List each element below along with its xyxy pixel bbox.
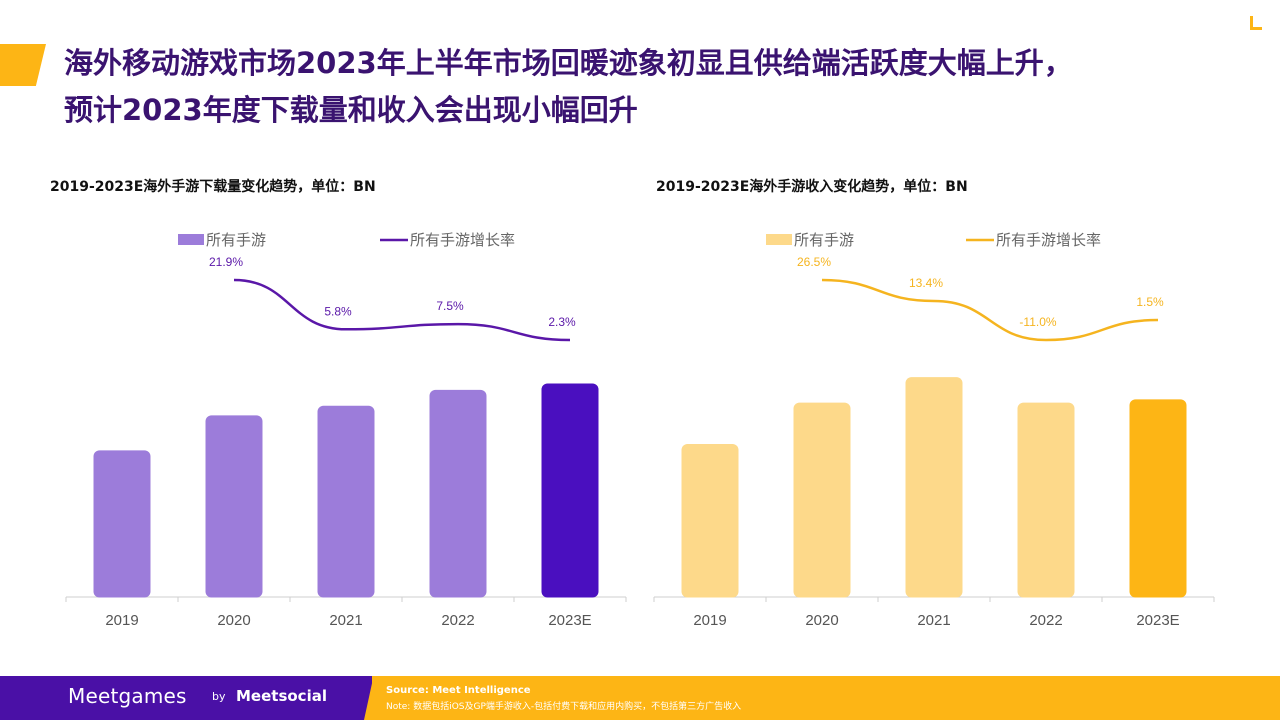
downloads-chart: 2019 2020 2021 2022 2023E 21.9% 5.8% 7.5% 2.3% 所有… — [65, 231, 627, 629]
x-tick-label: 2019 — [105, 612, 138, 629]
x-tick-label: 2022 — [1029, 612, 1062, 629]
left-chart-title: 2019-2023E海外手游下载量变化趋势，单位：BN — [50, 179, 376, 195]
bar-2019 — [681, 444, 739, 598]
growth-rate-label: -11.0% — [1019, 315, 1056, 329]
legend-bar-label: 所有手游 — [794, 231, 854, 249]
footer: Meetgames by Meetsocial Source: Meet Int… — [0, 676, 1280, 720]
title-accent-bar — [0, 44, 46, 86]
note-text: Note: 数据包括iOS及GP端手游收入-包括付费下载和应用内购买，不包括第三… — [386, 702, 742, 712]
bar-2023E — [541, 383, 599, 598]
growth-rate-line — [821, 278, 1159, 342]
legend-bar-swatch — [178, 234, 204, 245]
revenue-chart: 2019 2020 2021 2022 2023E 26.5% 13.4% -11.0% 1.5… — [653, 231, 1215, 629]
growth-rate-label: 21.9% — [209, 255, 243, 269]
right-chart-title: 2019-2023E海外手游收入变化趋势，单位：BN — [656, 179, 968, 195]
bar-2019 — [93, 450, 151, 598]
x-tick-label: 2023E — [548, 612, 591, 629]
bar-2020 — [793, 402, 851, 598]
brand-logo: Meetgames — [68, 684, 187, 708]
legend-bar-swatch — [766, 234, 792, 245]
corner-mark — [1250, 16, 1262, 30]
footer-brand-band — [0, 676, 378, 720]
growth-rate-label: 1.5% — [1136, 295, 1164, 309]
x-tick-label: 2023E — [1136, 612, 1179, 629]
x-tick-label: 2021 — [329, 612, 362, 629]
bar-2020 — [205, 415, 263, 598]
growth-rate-label: 7.5% — [436, 299, 464, 313]
growth-rate-line — [233, 278, 571, 342]
bar-2023E — [1129, 399, 1187, 598]
page-title: 海外移动游戏市场2023年上半年市场回暖迹象初显且供给端活跃度大幅上升， 预计2… — [64, 40, 1224, 134]
growth-rate-label: 5.8% — [324, 304, 352, 318]
footer-source-band — [372, 676, 1280, 720]
x-tick-label: 2020 — [805, 612, 838, 629]
x-tick-label: 2022 — [441, 612, 474, 629]
x-tick-label: 2021 — [917, 612, 950, 629]
growth-rate-label: 13.4% — [909, 276, 943, 290]
legend-line-label: 所有手游增长率 — [996, 231, 1101, 249]
brand-by: by — [212, 690, 226, 703]
bar-2022 — [1017, 402, 1075, 598]
bar-2022 — [429, 389, 487, 598]
page-title-line1: 海外移动游戏市场2023年上半年市场回暖迹象初显且供给端活跃度大幅上升， — [64, 46, 1073, 80]
legend-line-label: 所有手游增长率 — [410, 231, 515, 249]
brand2-logo: Meetsocial — [236, 687, 327, 705]
growth-rate-label: 26.5% — [797, 255, 831, 269]
source-text: Source: Meet Intelligence — [386, 685, 531, 696]
x-tick-label: 2019 — [693, 612, 726, 629]
page-title-line2: 预计2023年度下载量和收入会出现小幅回升 — [64, 93, 638, 127]
legend-bar-label: 所有手游 — [206, 231, 266, 249]
bar-2021 — [905, 377, 963, 598]
bar-2021 — [317, 405, 375, 598]
x-tick-label: 2020 — [217, 612, 250, 629]
growth-rate-label: 2.3% — [548, 315, 576, 329]
